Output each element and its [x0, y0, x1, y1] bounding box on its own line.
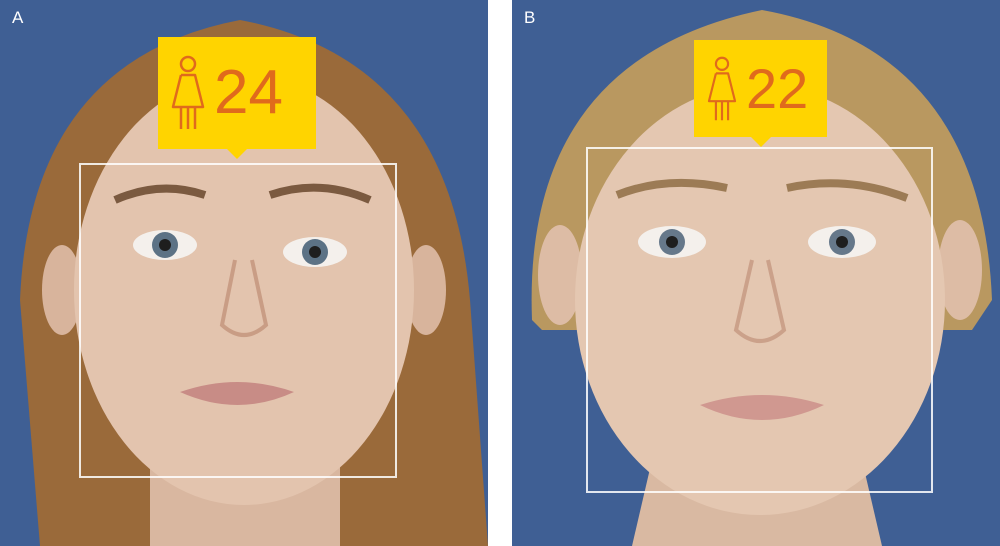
- face-detection-box-b: [586, 147, 933, 493]
- panel-b: 22 B: [512, 0, 1000, 546]
- age-value-a: 24: [214, 58, 283, 127]
- female-person-icon: [707, 56, 737, 120]
- face-photo-b: [512, 0, 1000, 546]
- female-person-icon: [171, 55, 205, 129]
- panel-label-b: B: [524, 8, 536, 27]
- age-tag-a: 24: [158, 37, 316, 159]
- age-tag-b: 22: [694, 40, 827, 147]
- panel-label-a: A: [12, 8, 24, 27]
- panel-a: 24 A: [0, 0, 488, 546]
- face-detection-box-a: [79, 163, 397, 478]
- age-value-b: 22: [746, 56, 809, 120]
